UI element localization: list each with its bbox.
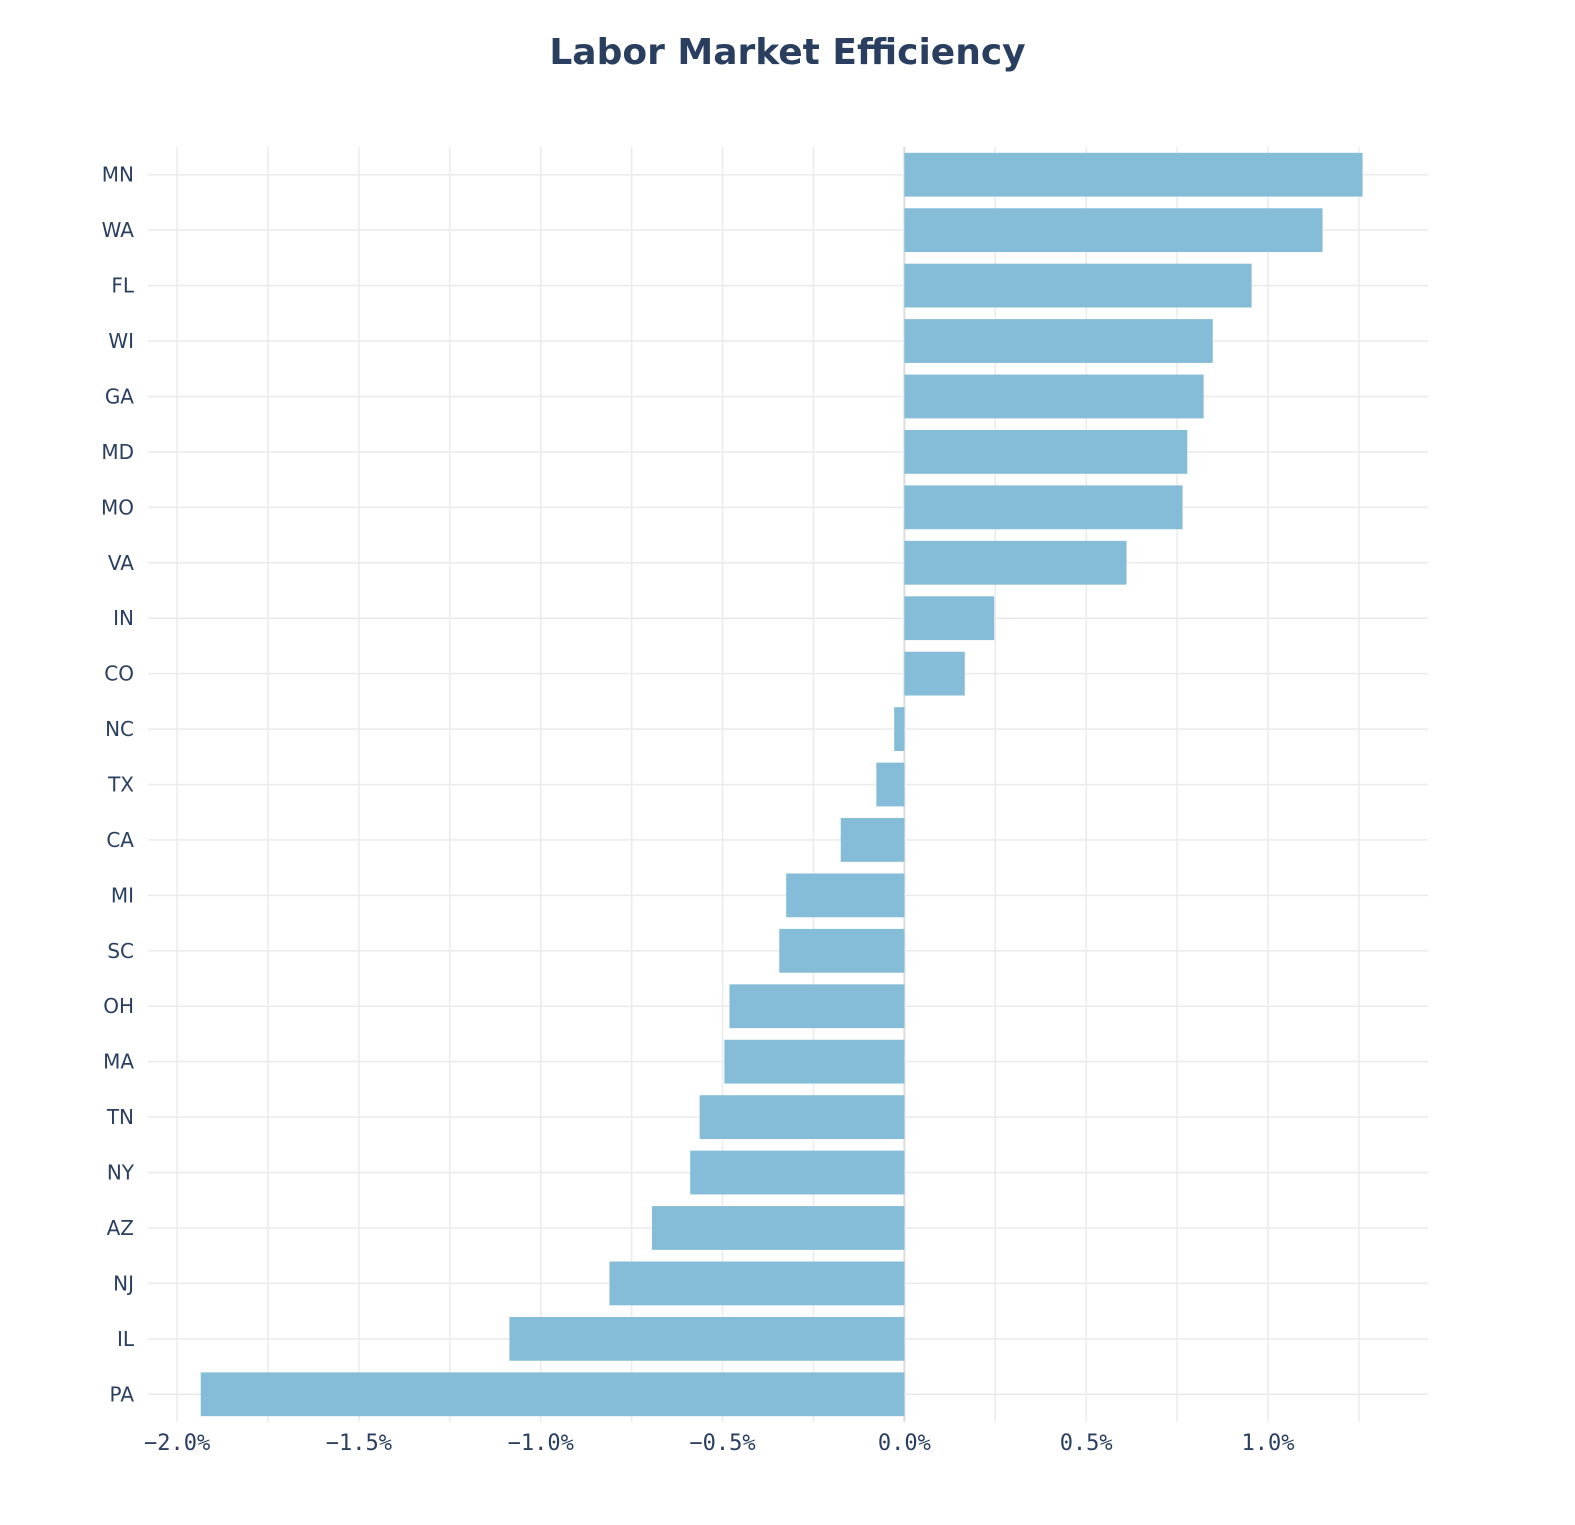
y-axis-tick-labels: MN WA FL WI GA MD MO VA IN CO NC TX CA MI SC OH MA TN NY AZ… <box>101 163 135 1407</box>
y-tick-label: MA <box>103 1050 134 1074</box>
bar-va[interactable] <box>904 540 1127 585</box>
bar-ga[interactable] <box>904 374 1204 419</box>
x-tick-label: −1.0% <box>508 1431 574 1456</box>
bar-wi[interactable] <box>904 319 1213 363</box>
bar-co[interactable] <box>904 651 965 696</box>
y-tick-label: MI <box>111 883 134 907</box>
bar-wa[interactable] <box>904 208 1323 253</box>
y-tick-label: CO <box>104 662 134 686</box>
bar-il[interactable] <box>509 1316 905 1361</box>
x-tick-label: −2.0% <box>144 1431 210 1456</box>
y-tick-label: AZ <box>107 1216 134 1240</box>
y-tick-label: WA <box>102 218 135 242</box>
y-tick-label: NJ <box>113 1271 134 1295</box>
y-tick-label: OH <box>103 994 134 1018</box>
bar-ma[interactable] <box>724 1039 905 1084</box>
y-tick-label: WI <box>108 329 134 353</box>
x-tick-label: −1.5% <box>326 1431 392 1456</box>
chart-title: Labor Market Efficiency <box>549 32 1026 73</box>
y-tick-label: PA <box>110 1382 135 1406</box>
bar-mn[interactable] <box>904 152 1363 197</box>
y-tick-label: MN <box>102 163 134 187</box>
y-tick-label: IL <box>117 1327 135 1351</box>
y-tick-label: MO <box>101 495 134 519</box>
bar-nc[interactable] <box>894 707 905 751</box>
y-tick-label: TX <box>107 773 134 797</box>
bar-ny[interactable] <box>690 1150 905 1195</box>
bars <box>200 152 1363 1417</box>
bar-pa[interactable] <box>200 1372 905 1417</box>
y-tick-label: TN <box>106 1105 134 1129</box>
bar-tn[interactable] <box>699 1095 905 1140</box>
bar-sc[interactable] <box>779 928 905 973</box>
y-tick-label: NC <box>105 717 134 741</box>
y-tick-label: GA <box>105 384 134 408</box>
x-tick-label: 0.0% <box>878 1431 931 1456</box>
bar-oh[interactable] <box>729 984 905 1029</box>
bar-fl[interactable] <box>904 263 1252 308</box>
y-tick-label: IN <box>113 606 134 630</box>
x-tick-label: −0.5% <box>689 1431 755 1456</box>
bar-ca[interactable] <box>840 818 905 862</box>
bar-md[interactable] <box>904 429 1188 474</box>
bar-az[interactable] <box>652 1206 905 1250</box>
y-tick-label: MD <box>101 440 134 464</box>
y-tick-label: FL <box>111 274 135 298</box>
y-tick-label: CA <box>106 828 134 852</box>
bar-mi[interactable] <box>786 873 905 918</box>
bar-mo[interactable] <box>904 485 1183 530</box>
y-tick-label: VA <box>108 551 134 575</box>
bar-nj[interactable] <box>609 1261 905 1306</box>
x-tick-label: 0.5% <box>1060 1431 1113 1456</box>
x-axis-tick-labels: −2.0% −1.5% −1.0% −0.5% 0.0% 0.5% 1.0% <box>144 1431 1295 1456</box>
bar-tx[interactable] <box>876 762 905 807</box>
y-tick-label: SC <box>107 939 134 963</box>
bar-in[interactable] <box>904 596 995 641</box>
y-tick-label: NY <box>107 1161 135 1185</box>
x-tick-label: 1.0% <box>1242 1431 1295 1456</box>
